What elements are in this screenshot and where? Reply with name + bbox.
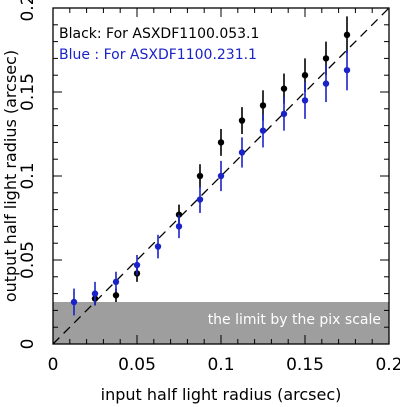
data-point — [217, 139, 225, 146]
data-point — [343, 31, 351, 39]
data-point — [196, 172, 204, 180]
x-axis-title: input half light radius (arcsec) — [101, 385, 342, 404]
band-label: the limit by the pix scale — [208, 312, 381, 328]
data-point — [322, 80, 330, 87]
data-point — [238, 117, 246, 124]
x-tick-label: 0.15 — [286, 355, 324, 375]
axis-ticks — [52, 7, 390, 345]
data-point — [280, 85, 288, 92]
data-point — [175, 223, 183, 230]
x-tick-label: 0.05 — [118, 355, 156, 375]
x-tick-label: 0.2 — [375, 355, 400, 375]
data-point — [70, 298, 78, 306]
x-tick-labels: 0 0.05 0.1 0.15 0.2 — [48, 355, 400, 375]
y-tick-label: 0.05 — [18, 241, 38, 279]
data-point — [133, 261, 141, 269]
data-point — [196, 196, 204, 203]
data-point — [301, 97, 309, 104]
y-tick-label: 0.15 — [18, 73, 38, 111]
x-tick-label: 0 — [48, 355, 59, 375]
data-point — [301, 72, 309, 79]
data-point — [112, 278, 120, 286]
data-point — [238, 149, 246, 156]
y-axis-title: output half light radius (arcsec) — [1, 50, 20, 302]
data-point — [112, 292, 120, 299]
data-series — [70, 16, 351, 316]
legend-entry-black: Black: For ASXDF1100.053.1 — [59, 26, 259, 42]
data-point — [259, 127, 267, 134]
y-tick-labels: 0 0.05 0.1 0.15 0.2 — [18, 0, 38, 349]
data-point — [91, 290, 99, 297]
data-point — [154, 243, 162, 250]
one-to-one-dashed-line — [52, 7, 390, 345]
data-point — [259, 102, 267, 109]
y-tick-label: 0 — [18, 339, 38, 350]
x-tick-label: 0.1 — [207, 355, 234, 375]
legend-entry-blue: Blue : For ASXDF1100.231.1 — [59, 47, 257, 63]
series-blue — [70, 50, 351, 316]
data-point — [280, 110, 288, 118]
y-tick-label: 0.1 — [18, 162, 38, 189]
data-point — [343, 66, 351, 74]
data-point — [322, 55, 330, 62]
y-tick-label: 0.2 — [18, 0, 38, 22]
data-point — [217, 172, 225, 180]
